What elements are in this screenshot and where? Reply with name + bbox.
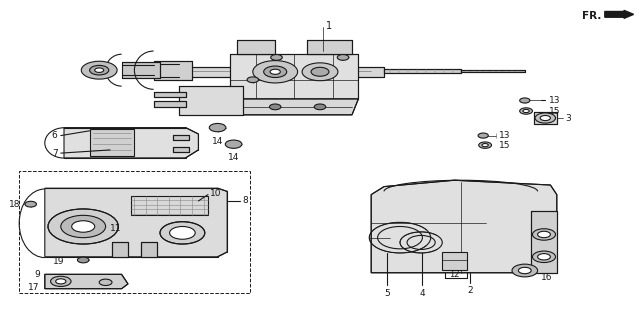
Circle shape bbox=[314, 104, 326, 110]
Text: 15: 15 bbox=[548, 107, 560, 115]
Polygon shape bbox=[112, 242, 128, 257]
Polygon shape bbox=[384, 69, 461, 73]
Text: 8: 8 bbox=[242, 197, 248, 205]
Circle shape bbox=[270, 69, 280, 74]
Polygon shape bbox=[237, 40, 275, 54]
Bar bbox=[19, 171, 250, 293]
Text: 12: 12 bbox=[449, 270, 460, 278]
Polygon shape bbox=[534, 112, 557, 124]
Text: 16: 16 bbox=[541, 273, 552, 282]
Circle shape bbox=[271, 55, 282, 60]
Circle shape bbox=[482, 144, 488, 147]
Polygon shape bbox=[179, 86, 243, 115]
Text: 15: 15 bbox=[499, 141, 511, 150]
Text: 1: 1 bbox=[326, 20, 333, 31]
Polygon shape bbox=[122, 62, 160, 78]
Text: 18: 18 bbox=[9, 200, 20, 209]
Circle shape bbox=[538, 254, 550, 260]
Polygon shape bbox=[45, 274, 128, 289]
Text: 2: 2 bbox=[468, 286, 473, 294]
Polygon shape bbox=[64, 128, 198, 158]
Circle shape bbox=[337, 55, 349, 60]
Text: 14: 14 bbox=[228, 153, 239, 162]
Circle shape bbox=[264, 66, 287, 78]
Polygon shape bbox=[45, 188, 227, 257]
Circle shape bbox=[90, 65, 109, 75]
Circle shape bbox=[99, 279, 112, 286]
Text: 9: 9 bbox=[34, 270, 40, 279]
Circle shape bbox=[77, 257, 89, 263]
Circle shape bbox=[478, 133, 488, 138]
Text: FR.: FR. bbox=[582, 11, 602, 21]
Polygon shape bbox=[141, 242, 157, 257]
Circle shape bbox=[25, 201, 36, 207]
Circle shape bbox=[523, 109, 529, 113]
Polygon shape bbox=[461, 70, 525, 72]
Circle shape bbox=[253, 61, 298, 83]
Text: 17: 17 bbox=[28, 283, 40, 292]
Polygon shape bbox=[154, 92, 186, 97]
Circle shape bbox=[512, 264, 538, 277]
Polygon shape bbox=[90, 129, 134, 156]
Circle shape bbox=[72, 221, 95, 232]
Text: 5: 5 bbox=[385, 289, 390, 298]
Polygon shape bbox=[179, 67, 384, 77]
Text: 19: 19 bbox=[52, 257, 64, 266]
Circle shape bbox=[61, 215, 106, 238]
Text: 14: 14 bbox=[212, 137, 223, 146]
Circle shape bbox=[518, 267, 531, 274]
Text: 11: 11 bbox=[110, 224, 122, 233]
Circle shape bbox=[269, 104, 281, 110]
Circle shape bbox=[532, 251, 556, 263]
Text: 6: 6 bbox=[52, 131, 58, 140]
Circle shape bbox=[225, 140, 242, 148]
Circle shape bbox=[48, 209, 118, 244]
Circle shape bbox=[95, 68, 104, 72]
Polygon shape bbox=[531, 211, 557, 273]
Circle shape bbox=[56, 279, 66, 284]
Text: 13: 13 bbox=[548, 96, 560, 105]
Text: 3: 3 bbox=[565, 114, 571, 122]
Polygon shape bbox=[173, 147, 189, 152]
Circle shape bbox=[51, 276, 71, 286]
Text: 4: 4 bbox=[420, 289, 425, 298]
Circle shape bbox=[538, 231, 550, 238]
Polygon shape bbox=[173, 135, 189, 140]
Circle shape bbox=[160, 222, 205, 244]
Circle shape bbox=[170, 226, 195, 239]
Circle shape bbox=[81, 61, 117, 79]
Circle shape bbox=[520, 108, 532, 114]
Polygon shape bbox=[371, 180, 557, 273]
Circle shape bbox=[520, 98, 530, 103]
Circle shape bbox=[311, 67, 329, 76]
Circle shape bbox=[540, 115, 550, 121]
Circle shape bbox=[479, 142, 492, 148]
Text: 7: 7 bbox=[52, 149, 58, 158]
Text: 13: 13 bbox=[499, 131, 511, 140]
Polygon shape bbox=[230, 54, 358, 99]
Circle shape bbox=[532, 229, 556, 240]
Circle shape bbox=[302, 63, 338, 81]
FancyArrow shape bbox=[605, 11, 634, 18]
Text: 10: 10 bbox=[210, 189, 221, 198]
Polygon shape bbox=[307, 40, 352, 54]
Polygon shape bbox=[154, 61, 192, 80]
Bar bbox=[131, 196, 208, 215]
Circle shape bbox=[247, 77, 259, 83]
Polygon shape bbox=[237, 99, 358, 115]
Circle shape bbox=[209, 123, 226, 132]
Bar bbox=[442, 252, 467, 270]
Polygon shape bbox=[154, 101, 186, 107]
Circle shape bbox=[535, 113, 556, 123]
